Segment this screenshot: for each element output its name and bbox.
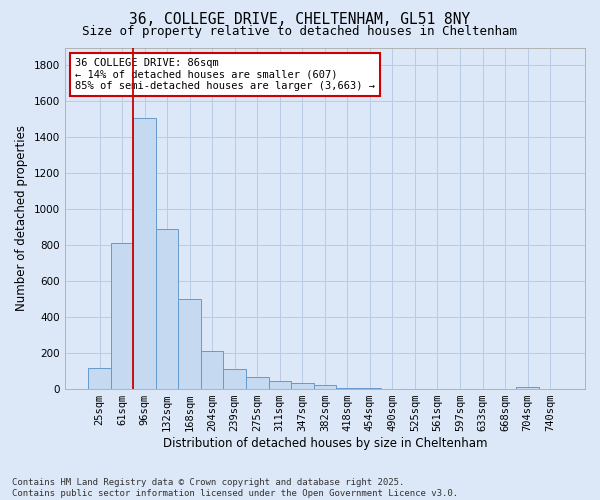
Bar <box>314 384 336 389</box>
Bar <box>516 387 539 389</box>
Bar <box>269 381 291 389</box>
Bar <box>246 378 269 389</box>
Text: 36 COLLEGE DRIVE: 86sqm
← 14% of detached houses are smaller (607)
85% of semi-d: 36 COLLEGE DRIVE: 86sqm ← 14% of detache… <box>75 58 375 91</box>
Text: 36, COLLEGE DRIVE, CHELTENHAM, GL51 8NY: 36, COLLEGE DRIVE, CHELTENHAM, GL51 8NY <box>130 12 470 28</box>
Bar <box>111 244 133 389</box>
Y-axis label: Number of detached properties: Number of detached properties <box>15 126 28 312</box>
X-axis label: Distribution of detached houses by size in Cheltenham: Distribution of detached houses by size … <box>163 437 487 450</box>
Bar <box>291 383 314 389</box>
Bar <box>381 388 404 389</box>
Bar <box>178 299 201 389</box>
Bar <box>201 352 223 389</box>
Bar <box>88 368 111 389</box>
Bar <box>336 388 359 389</box>
Text: Contains HM Land Registry data © Crown copyright and database right 2025.
Contai: Contains HM Land Registry data © Crown c… <box>12 478 458 498</box>
Bar <box>223 370 246 389</box>
Bar <box>156 229 178 389</box>
Text: Size of property relative to detached houses in Cheltenham: Size of property relative to detached ho… <box>83 25 517 38</box>
Bar <box>133 118 156 389</box>
Bar <box>359 388 381 389</box>
